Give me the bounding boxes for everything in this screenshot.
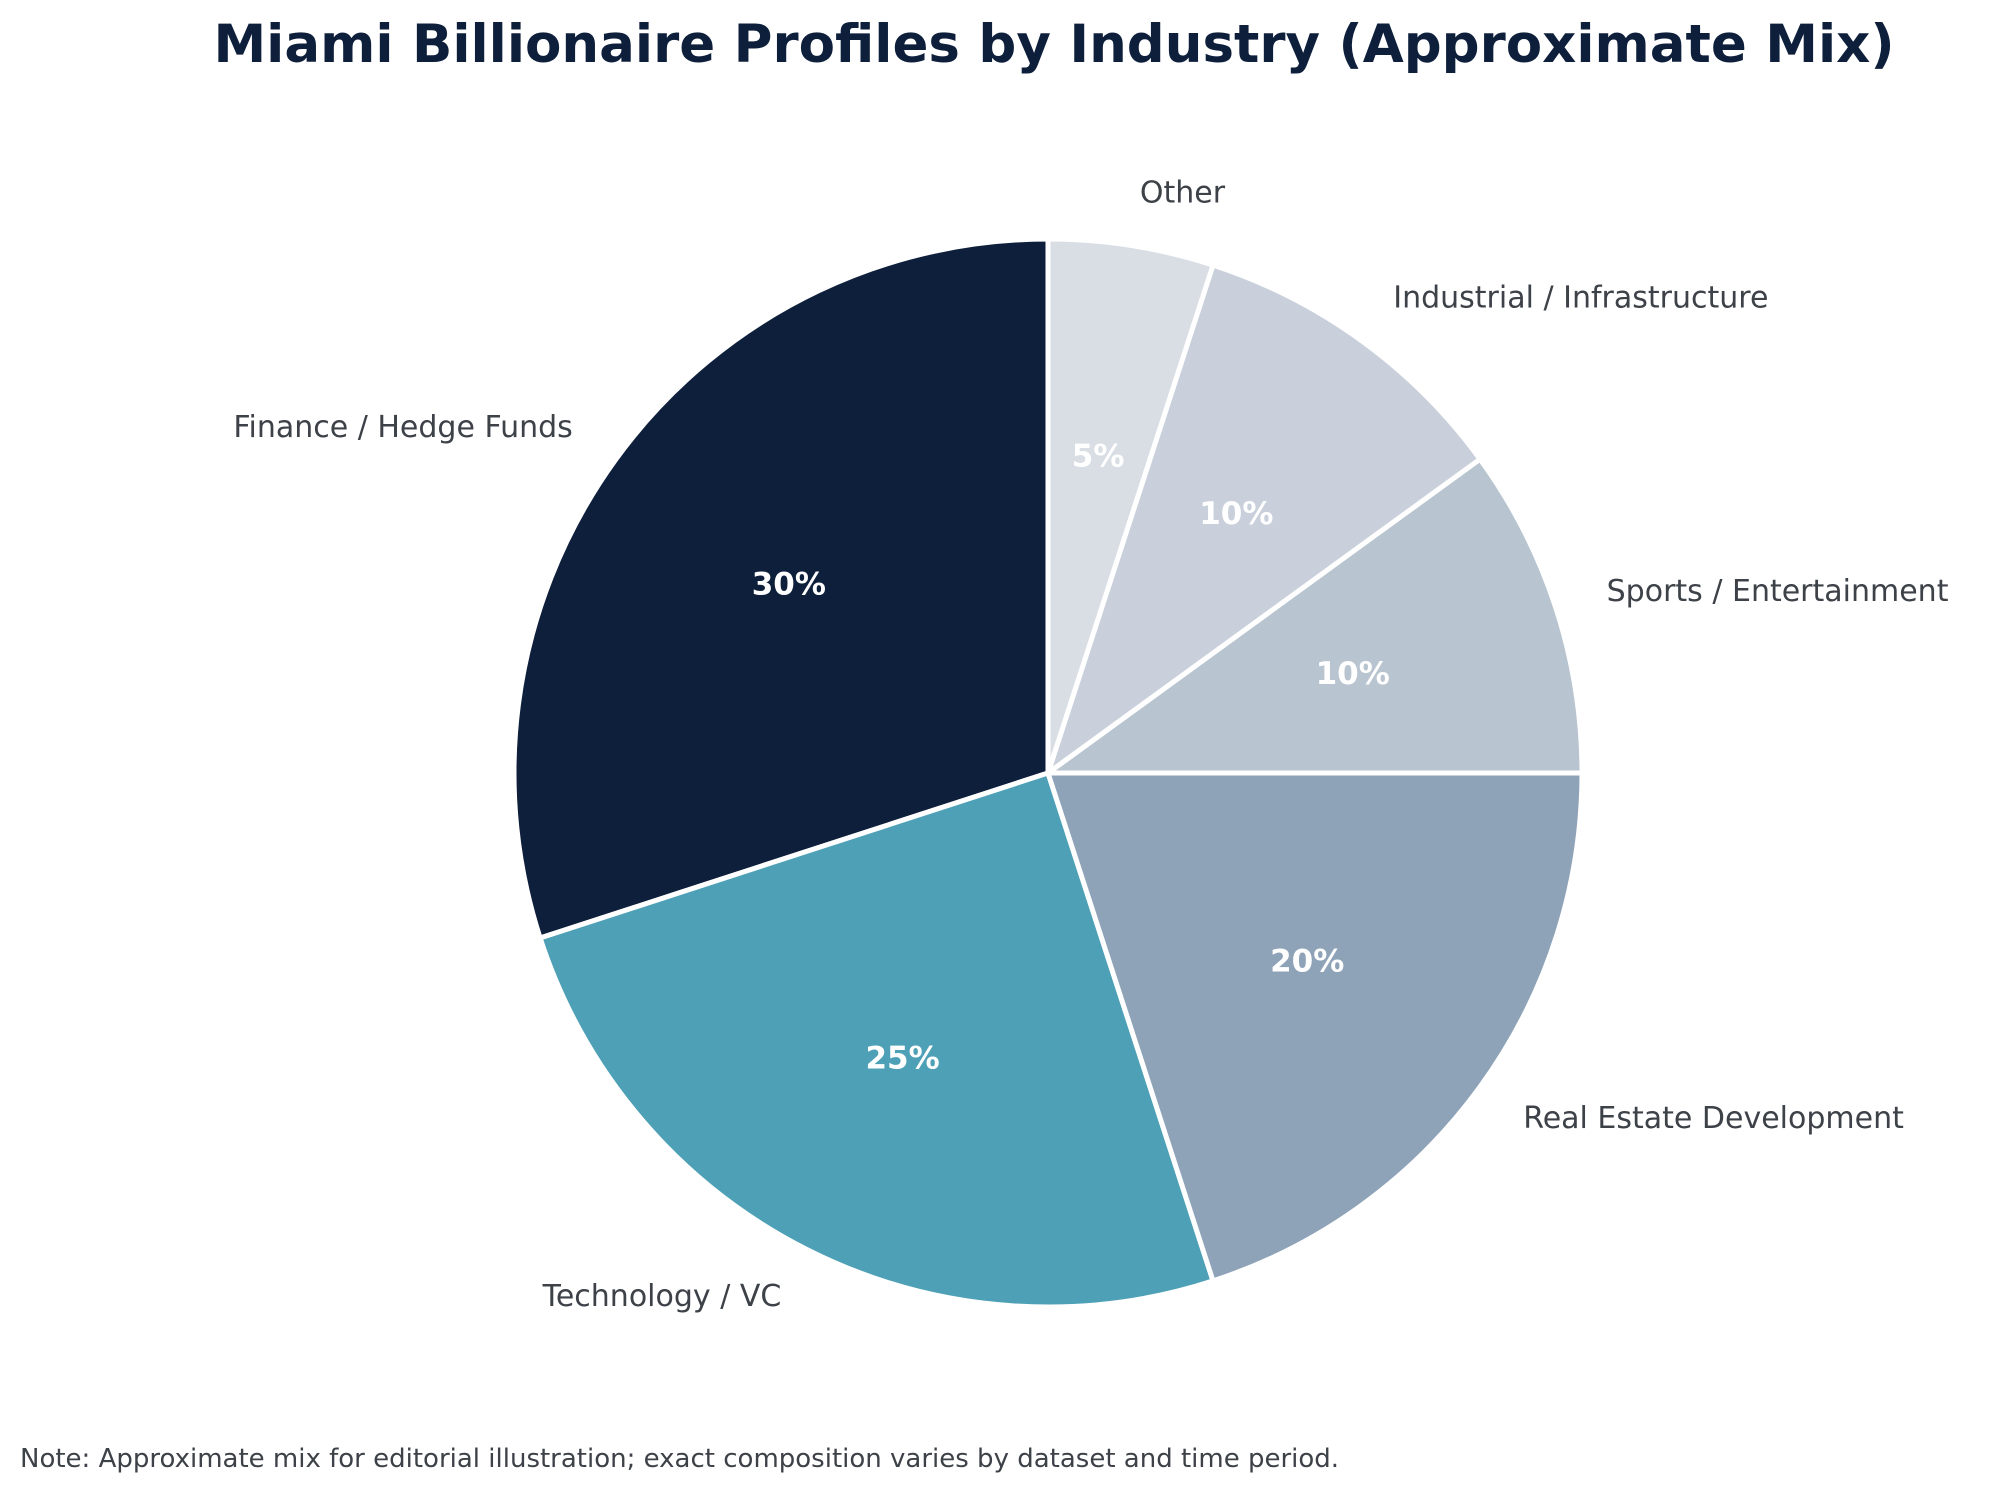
- percent-label-finance-hedge-funds: 30%: [752, 567, 826, 603]
- percent-label-technology-vc: 25%: [865, 1040, 939, 1076]
- pie-slice-other: [1045, 236, 1216, 776]
- pie-slice-finance-hedge-funds: [511, 236, 1051, 941]
- pie-slices: [511, 236, 1585, 1310]
- category-labels: Finance / Hedge Funds Technology / VC Real…: [233, 175, 1948, 1314]
- pie-slice-technology-vc: [537, 770, 1216, 1310]
- percent-label-industrial-infrastructure: 10%: [1199, 496, 1273, 532]
- percent-label-other: 5%: [1072, 439, 1125, 475]
- category-label-industrial-infrastructure: Industrial / Infrastructure: [1393, 280, 1768, 315]
- category-label-real-estate-development: Real Estate Development: [1523, 1101, 1904, 1136]
- category-label-other: Other: [1140, 175, 1226, 210]
- category-label-sports-entertainment: Sports / Entertainment: [1607, 574, 1949, 609]
- pie-slice-industrial-infrastructure: [1045, 262, 1483, 776]
- category-label-technology-vc: Technology / VC: [542, 1279, 782, 1314]
- pie-slice-sports-entertainment: [1045, 456, 1585, 776]
- percent-label-real-estate-development: 20%: [1270, 943, 1344, 979]
- percent-labels: 30% 25% 20% 10% 10% 5%: [752, 439, 1390, 1077]
- pie-slice-real-estate-development: [1045, 770, 1585, 1284]
- category-label-finance-hedge-funds: Finance / Hedge Funds: [233, 410, 572, 445]
- chart-note: Note: Approximate mix for editorial illu…: [20, 1444, 1339, 1474]
- percent-label-sports-entertainment: 10%: [1316, 656, 1390, 692]
- chart-title: Miami Billionaire Profiles by Industry (…: [213, 14, 1894, 75]
